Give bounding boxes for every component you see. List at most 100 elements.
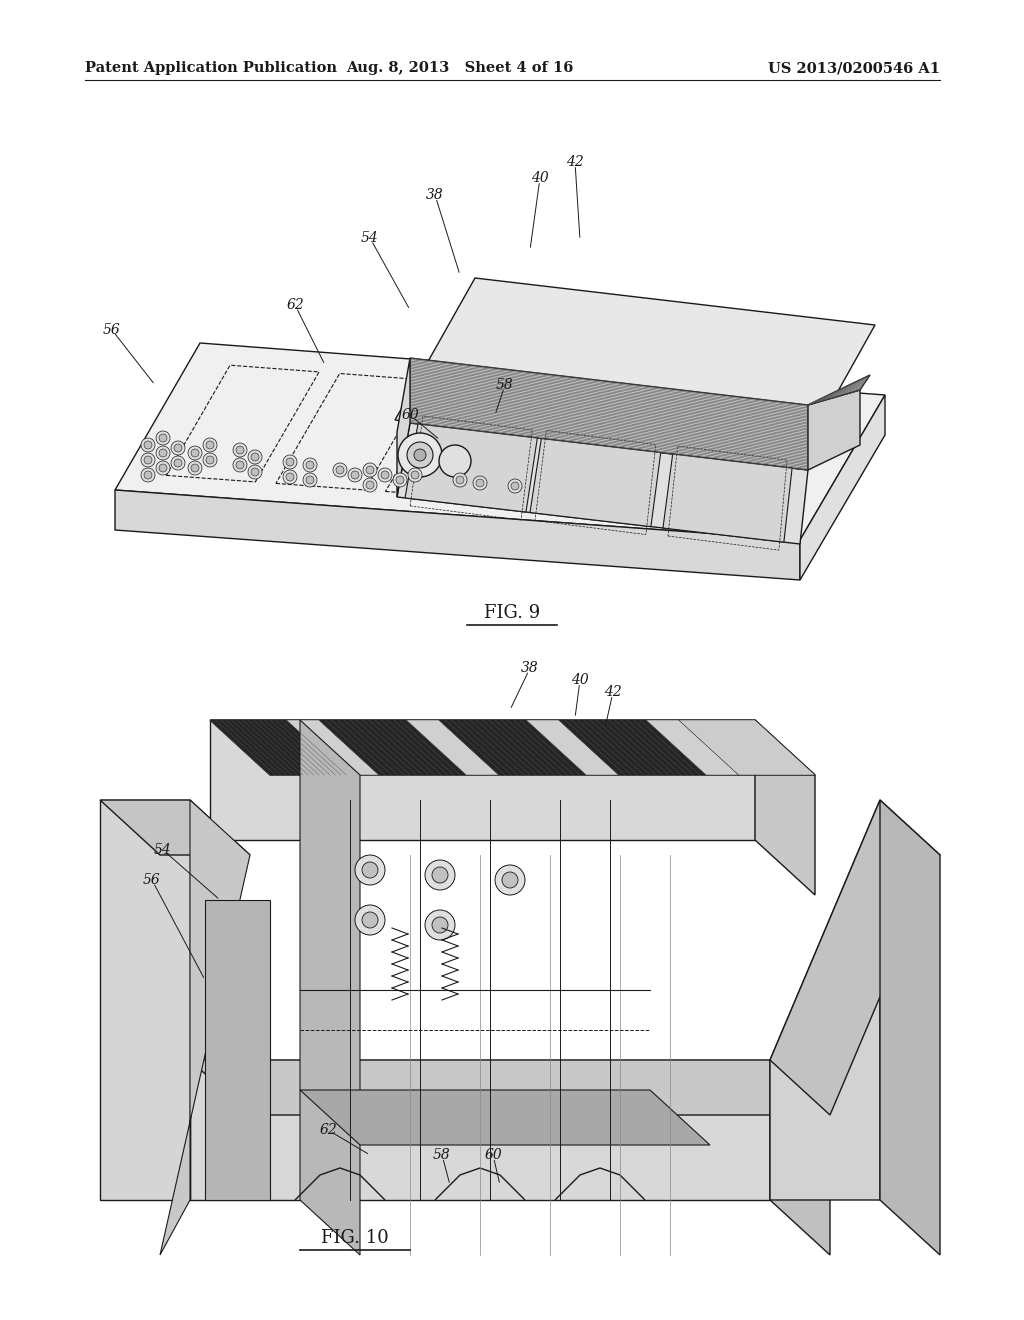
Circle shape bbox=[408, 469, 422, 482]
Polygon shape bbox=[755, 719, 815, 895]
Text: 42: 42 bbox=[604, 685, 622, 700]
Circle shape bbox=[333, 463, 347, 477]
Text: 38: 38 bbox=[521, 661, 539, 675]
Circle shape bbox=[476, 479, 484, 487]
Text: 54: 54 bbox=[155, 843, 172, 857]
Circle shape bbox=[355, 906, 385, 935]
Circle shape bbox=[473, 477, 487, 490]
Circle shape bbox=[203, 438, 217, 451]
Circle shape bbox=[203, 453, 217, 467]
Circle shape bbox=[502, 873, 518, 888]
Circle shape bbox=[456, 477, 464, 484]
Text: 62: 62 bbox=[286, 298, 304, 312]
Polygon shape bbox=[530, 438, 660, 527]
Circle shape bbox=[348, 469, 362, 482]
Circle shape bbox=[159, 465, 167, 473]
Polygon shape bbox=[300, 719, 360, 1255]
Polygon shape bbox=[210, 719, 815, 775]
Polygon shape bbox=[100, 800, 190, 1200]
Circle shape bbox=[306, 461, 314, 469]
Polygon shape bbox=[395, 279, 874, 469]
Circle shape bbox=[144, 471, 152, 479]
Circle shape bbox=[251, 469, 259, 477]
Polygon shape bbox=[205, 900, 270, 1200]
Polygon shape bbox=[190, 1060, 830, 1115]
Text: 56: 56 bbox=[103, 323, 121, 337]
Text: 58: 58 bbox=[433, 1148, 451, 1162]
Circle shape bbox=[188, 446, 202, 459]
Polygon shape bbox=[800, 395, 885, 579]
Circle shape bbox=[511, 482, 519, 490]
Polygon shape bbox=[526, 719, 618, 775]
Polygon shape bbox=[770, 800, 880, 1200]
Polygon shape bbox=[808, 375, 870, 405]
Circle shape bbox=[495, 865, 525, 895]
Circle shape bbox=[381, 471, 389, 479]
Circle shape bbox=[362, 912, 378, 928]
Polygon shape bbox=[115, 343, 885, 540]
Circle shape bbox=[407, 442, 433, 469]
Circle shape bbox=[366, 480, 374, 488]
Circle shape bbox=[156, 461, 170, 475]
Polygon shape bbox=[559, 719, 706, 775]
Polygon shape bbox=[407, 719, 499, 775]
Text: 56: 56 bbox=[143, 873, 161, 887]
Circle shape bbox=[362, 463, 377, 477]
Circle shape bbox=[362, 478, 377, 492]
Circle shape bbox=[432, 867, 449, 883]
Circle shape bbox=[425, 909, 455, 940]
Polygon shape bbox=[210, 719, 346, 775]
Text: 40: 40 bbox=[571, 673, 589, 686]
Polygon shape bbox=[300, 1090, 710, 1144]
Circle shape bbox=[159, 449, 167, 457]
Circle shape bbox=[283, 470, 297, 484]
Circle shape bbox=[414, 449, 426, 461]
Text: 38: 38 bbox=[426, 187, 443, 202]
Circle shape bbox=[236, 461, 244, 469]
Circle shape bbox=[171, 441, 185, 455]
Circle shape bbox=[306, 477, 314, 484]
Text: FIG. 10: FIG. 10 bbox=[322, 1229, 389, 1247]
Circle shape bbox=[393, 473, 407, 487]
Text: 58: 58 bbox=[496, 378, 514, 392]
Circle shape bbox=[398, 433, 442, 477]
Circle shape bbox=[396, 477, 404, 484]
Circle shape bbox=[233, 458, 247, 473]
Circle shape bbox=[336, 466, 344, 474]
Circle shape bbox=[366, 466, 374, 474]
Circle shape bbox=[156, 432, 170, 445]
Polygon shape bbox=[190, 1060, 770, 1200]
Polygon shape bbox=[679, 719, 815, 775]
Circle shape bbox=[206, 455, 214, 465]
Text: 40: 40 bbox=[531, 172, 549, 185]
Polygon shape bbox=[646, 719, 738, 775]
Circle shape bbox=[141, 438, 155, 451]
Polygon shape bbox=[663, 454, 793, 543]
Circle shape bbox=[508, 479, 522, 492]
Text: 62: 62 bbox=[319, 1123, 337, 1137]
Circle shape bbox=[411, 471, 419, 479]
Polygon shape bbox=[100, 800, 250, 855]
Circle shape bbox=[251, 453, 259, 461]
Polygon shape bbox=[397, 422, 808, 544]
Circle shape bbox=[351, 471, 359, 479]
Circle shape bbox=[144, 441, 152, 449]
Circle shape bbox=[156, 446, 170, 459]
Polygon shape bbox=[319, 719, 466, 775]
Circle shape bbox=[286, 458, 294, 466]
Polygon shape bbox=[210, 719, 755, 840]
Circle shape bbox=[453, 473, 467, 487]
Polygon shape bbox=[410, 358, 808, 470]
Circle shape bbox=[355, 855, 385, 884]
Circle shape bbox=[248, 465, 262, 479]
Circle shape bbox=[303, 473, 317, 487]
Circle shape bbox=[174, 444, 182, 451]
Circle shape bbox=[144, 455, 152, 465]
Text: US 2013/0200546 A1: US 2013/0200546 A1 bbox=[768, 61, 940, 75]
Text: Aug. 8, 2013   Sheet 4 of 16: Aug. 8, 2013 Sheet 4 of 16 bbox=[346, 61, 573, 75]
Circle shape bbox=[425, 861, 455, 890]
Circle shape bbox=[159, 434, 167, 442]
Text: 54: 54 bbox=[361, 231, 379, 246]
Circle shape bbox=[362, 862, 378, 878]
Circle shape bbox=[141, 469, 155, 482]
